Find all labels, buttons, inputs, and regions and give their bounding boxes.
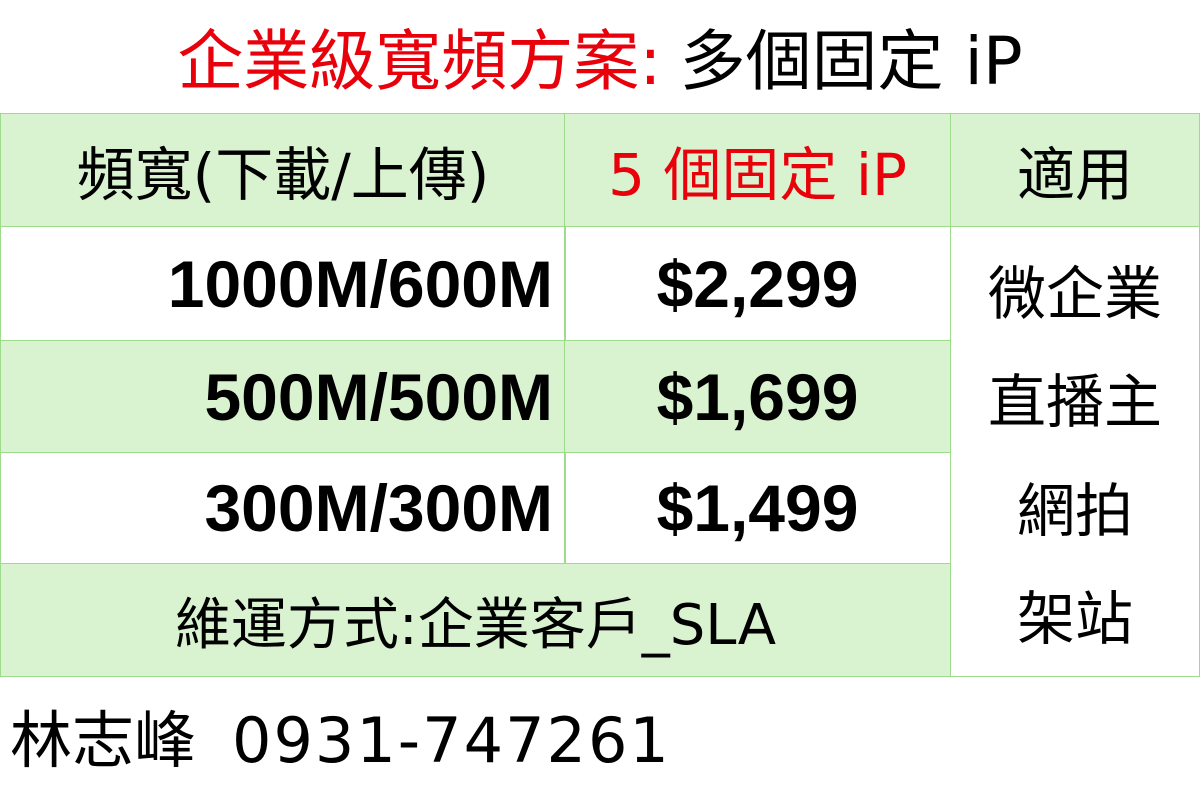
header-bandwidth: 頻寬(下載/上傳)	[0, 113, 566, 227]
contact-name: 林志峰	[10, 704, 197, 777]
row-1-price: $2,299	[564, 226, 951, 341]
contact-phone: 0931-747261	[232, 704, 671, 777]
suitable-item: 微企業	[987, 260, 1162, 329]
suitable-for-list: 微企業 直播主 網拍 架站	[950, 227, 1200, 677]
header-fixed-ip: 5 個固定 iP	[564, 113, 951, 227]
row-2-price: $1,699	[564, 340, 951, 453]
suitable-item: 架站	[1016, 584, 1133, 653]
row-3-price: $1,499	[564, 452, 951, 564]
row-2-bandwidth: 500M/500M	[0, 340, 566, 453]
suitable-item: 直播主	[987, 368, 1162, 437]
maintenance-sla: 維運方式:企業客戶_SLA	[0, 563, 951, 677]
contact: 林志峰 0931-747261	[10, 690, 671, 780]
header-suitable: 適用	[950, 113, 1200, 227]
suitable-item: 網拍	[1016, 476, 1133, 545]
row-1-bandwidth: 1000M/600M	[0, 226, 566, 341]
title-red: 企業級寬頻方案:	[177, 23, 662, 100]
page-title: 企業級寬頻方案: 多個固定 iP	[0, 0, 1200, 112]
title-black: 多個固定 iP	[679, 23, 1023, 100]
row-3-bandwidth: 300M/300M	[0, 452, 566, 564]
